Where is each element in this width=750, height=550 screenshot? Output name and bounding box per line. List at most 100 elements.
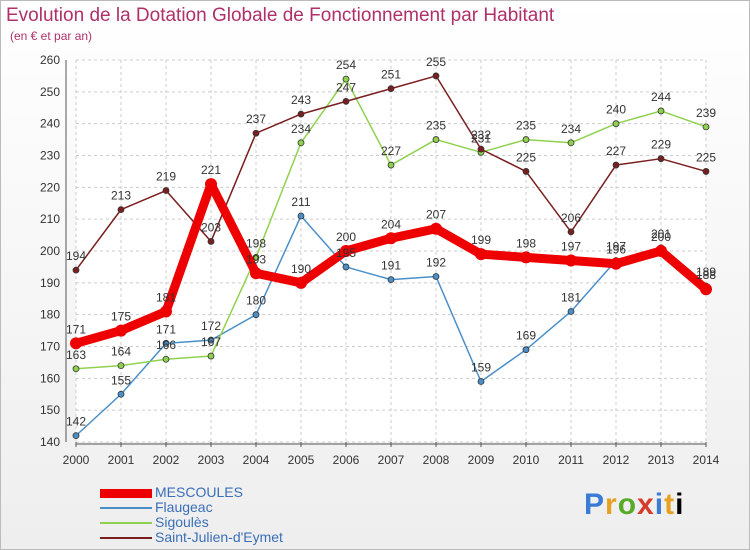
point-flaugeac <box>342 263 350 271</box>
data-label-mescoules: 190 <box>291 262 311 276</box>
x-tick-label: 2002 <box>153 453 180 467</box>
data-label-sigoul-s: 231 <box>471 131 491 145</box>
point-mescoules <box>115 324 127 337</box>
point-mescoules <box>520 251 532 264</box>
data-label-mescoules: 196 <box>606 243 626 257</box>
data-label-saint-julien-d-eymet: 232 <box>471 128 491 142</box>
data-label-sigoul-s: 234 <box>291 122 311 136</box>
point-sigoul-s <box>297 139 305 147</box>
data-label-flaugeac: 172 <box>201 319 221 333</box>
y-tick-label: 230 <box>40 149 60 163</box>
point-mescoules <box>430 222 442 235</box>
data-label-flaugeac: 180 <box>246 294 266 308</box>
point-mescoules <box>70 337 82 350</box>
y-tick-label: 170 <box>40 340 60 354</box>
x-tick-label: 2009 <box>468 453 495 467</box>
legend-swatch <box>100 507 152 509</box>
x-tick-label: 2013 <box>648 453 675 467</box>
point-flaugeac <box>207 336 215 344</box>
point-mescoules <box>160 305 172 318</box>
data-label-saint-julien-d-eymet: 227 <box>606 144 626 158</box>
point-saint-julien-d-eymet <box>72 266 80 274</box>
y-tick-label: 250 <box>40 85 60 99</box>
data-label-sigoul-s: 235 <box>426 119 446 133</box>
data-label-sigoul-s: 234 <box>561 122 581 136</box>
point-mescoules <box>610 257 622 270</box>
data-label-sigoul-s: 239 <box>696 106 716 120</box>
point-saint-julien-d-eymet <box>657 155 665 163</box>
point-saint-julien-d-eymet <box>477 145 485 153</box>
point-sigoul-s <box>567 139 575 147</box>
data-label-mescoules: 207 <box>426 208 446 222</box>
data-label-mescoules: 200 <box>336 230 356 244</box>
point-flaugeac <box>252 311 260 319</box>
data-label-flaugeac: 142 <box>66 415 86 429</box>
data-label-mescoules: 188 <box>696 268 716 282</box>
point-mescoules <box>385 232 397 245</box>
y-tick-label: 220 <box>40 180 60 194</box>
point-sigoul-s <box>207 352 215 360</box>
legend-swatch <box>100 488 152 498</box>
data-label-flaugeac: 201 <box>651 227 671 241</box>
point-sigoul-s <box>117 362 125 370</box>
x-tick-label: 2014 <box>693 453 720 467</box>
legend-label: Flaugeac <box>155 499 213 515</box>
data-label-sigoul-s: 240 <box>606 103 626 117</box>
data-label-sigoul-s: 167 <box>201 335 221 349</box>
data-label-saint-julien-d-eymet: 203 <box>201 220 221 234</box>
data-label-mescoules: 204 <box>381 217 401 231</box>
point-saint-julien-d-eymet <box>207 238 215 245</box>
y-tick-label: 150 <box>40 403 60 417</box>
data-label-flaugeac: 169 <box>516 329 536 343</box>
data-label-flaugeac: 195 <box>336 246 356 260</box>
y-tick-label: 180 <box>40 308 60 322</box>
data-label-sigoul-s: 166 <box>156 338 176 352</box>
data-label-flaugeac: 171 <box>156 322 176 336</box>
point-mescoules <box>475 248 487 261</box>
data-label-saint-julien-d-eymet: 243 <box>291 93 311 107</box>
point-sigoul-s <box>432 136 440 143</box>
point-mescoules <box>250 267 262 280</box>
point-sigoul-s <box>657 107 665 115</box>
data-label-saint-julien-d-eymet: 225 <box>696 150 716 164</box>
data-label-saint-julien-d-eymet: 225 <box>516 150 536 164</box>
data-label-saint-julien-d-eymet: 247 <box>336 80 356 94</box>
data-label-mescoules: 197 <box>561 240 581 254</box>
data-label-mescoules: 175 <box>111 310 131 324</box>
x-tick-label: 2000 <box>63 453 90 467</box>
y-tick-label: 240 <box>40 117 60 131</box>
point-mescoules <box>295 276 307 289</box>
point-mescoules <box>205 178 217 191</box>
point-flaugeac <box>522 346 530 354</box>
proxiti-logo: Proxiti <box>584 488 685 521</box>
data-label-flaugeac: 159 <box>471 361 491 375</box>
chart-title: Evolution de la Dotation Globale de Fonc… <box>6 5 555 26</box>
x-tick-label: 2006 <box>333 453 360 467</box>
point-saint-julien-d-eymet <box>702 168 710 175</box>
point-flaugeac <box>477 378 485 385</box>
point-mescoules <box>565 254 577 267</box>
data-label-mescoules: 199 <box>471 233 491 247</box>
x-tick-label: 2005 <box>288 453 315 467</box>
legend-swatch <box>100 522 152 524</box>
x-tick-label: 2011 <box>558 453 584 467</box>
point-saint-julien-d-eymet <box>567 228 575 236</box>
data-label-mescoules: 193 <box>246 252 266 266</box>
point-sigoul-s <box>612 120 620 128</box>
data-label-sigoul-s: 244 <box>651 90 671 104</box>
x-tick-label: 2010 <box>513 453 540 467</box>
point-sigoul-s <box>162 355 170 363</box>
data-label-flaugeac: 189 <box>696 265 716 279</box>
point-mescoules <box>655 245 667 257</box>
data-label-saint-julien-d-eymet: 213 <box>111 189 131 203</box>
data-label-mescoules: 198 <box>516 236 536 250</box>
point-saint-julien-d-eymet <box>522 168 530 175</box>
point-saint-julien-d-eymet <box>612 161 620 169</box>
data-label-flaugeac: 181 <box>561 290 581 304</box>
point-saint-julien-d-eymet <box>162 187 170 194</box>
data-label-flaugeac: 211 <box>291 195 310 209</box>
point-mescoules <box>340 245 352 257</box>
x-tick-label: 2007 <box>378 453 405 467</box>
point-flaugeac <box>162 339 170 347</box>
